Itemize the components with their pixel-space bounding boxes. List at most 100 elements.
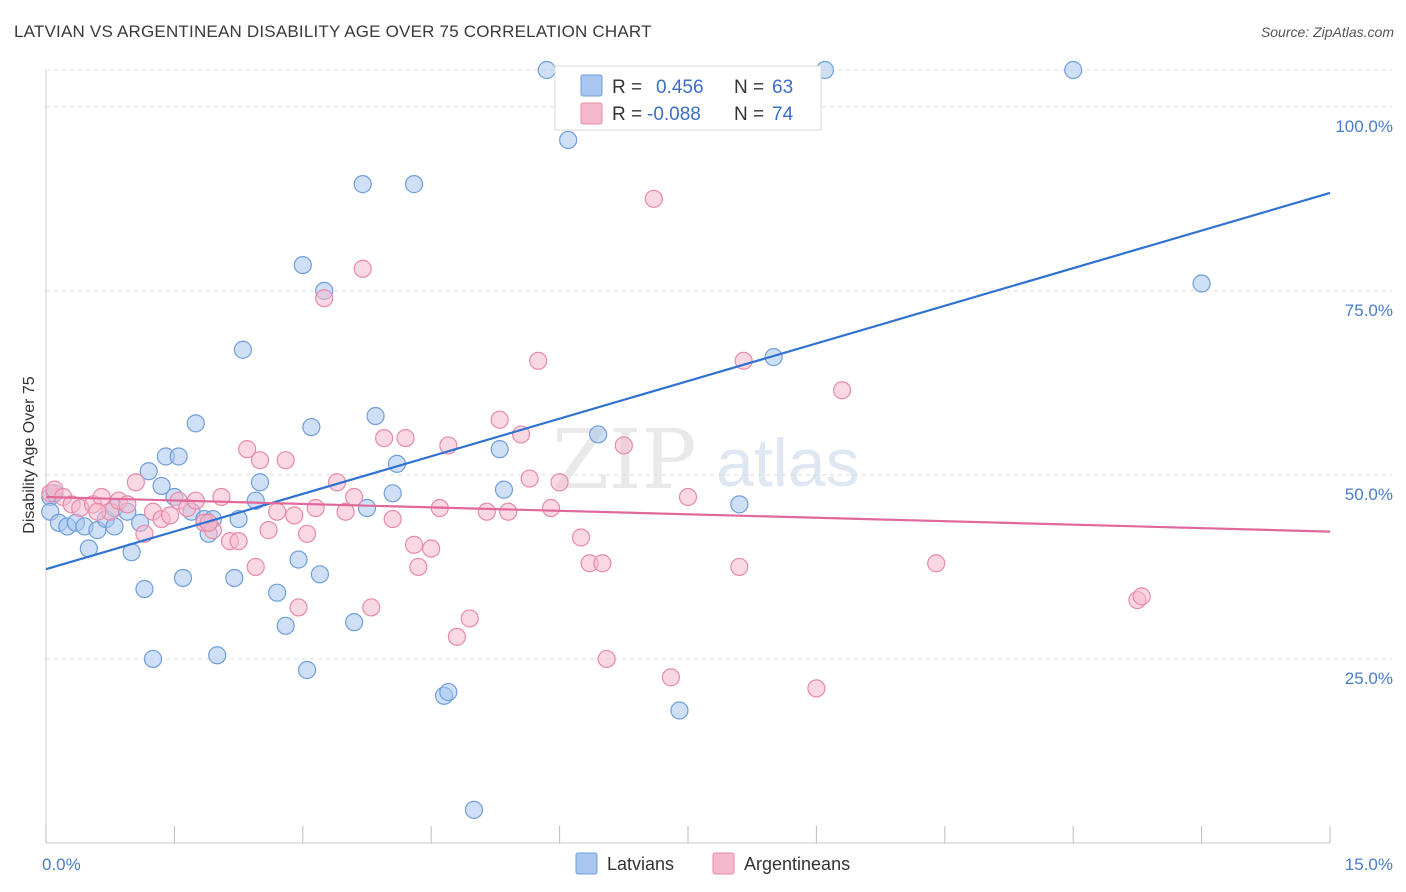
legend-n-value-2: 74 [772, 104, 794, 125]
argentinean-point [336, 502, 355, 521]
argentinean-point [593, 554, 612, 573]
latvian-point [293, 255, 312, 275]
latvian-point [310, 565, 330, 584]
legend-swatch-argentineans [580, 102, 603, 125]
latvian-point [208, 646, 227, 665]
argentinean-point [661, 668, 680, 687]
latvian-point [1064, 60, 1083, 80]
source-label: Source: ZipAtlas.com [1260, 24, 1394, 40]
argentinean-point [730, 557, 749, 577]
legend-n-label-1: N = [734, 77, 764, 98]
argentinean-point [644, 189, 663, 208]
legend-n-value-1: 63 [772, 77, 793, 98]
argentineans-trend-line [45, 495, 1331, 533]
argentinean-point [362, 598, 381, 617]
y-tick-label: 100.0% [1335, 117, 1393, 136]
latvian-point [490, 440, 509, 459]
latvian-point [589, 425, 608, 444]
legend-r-label-1: R = [612, 77, 642, 98]
argentinean-point [807, 679, 826, 698]
latvian-point [233, 340, 252, 359]
argentinean-point [289, 598, 308, 617]
latvian-point [289, 550, 308, 569]
legend-r-value-1: 0.456 [656, 77, 704, 98]
argentinean-point [927, 554, 946, 573]
argentinean-point [375, 428, 394, 448]
latvian-point [353, 175, 372, 194]
latvian-point [404, 175, 424, 194]
latvian-point [1192, 274, 1211, 293]
series-legend-label-argentineans: Argentineans [744, 854, 850, 874]
argentinean-point [250, 451, 270, 470]
argentinean-point [306, 498, 325, 518]
latvian-point [764, 348, 783, 367]
latvian-point [345, 613, 364, 632]
legend-r-value-2: -0.088 [647, 104, 701, 125]
argentinean-point [460, 609, 479, 628]
series-legend-swatch-argentineans [712, 852, 735, 875]
argentinean-point [276, 451, 295, 470]
y-axis-label: Disability Age Over 75 [21, 376, 38, 534]
argentinean-point [678, 487, 698, 507]
argentinean-point [315, 289, 334, 308]
latvian-point [152, 476, 171, 496]
legend-n-label-2: N = [734, 104, 764, 125]
latvian-point [250, 473, 270, 492]
argentinean-point [285, 506, 304, 525]
y-tick-label: 50.0% [1345, 485, 1393, 504]
latvian-point [135, 579, 154, 599]
argentinean-point [614, 436, 633, 455]
series-legend-label-latvians: Latvians [607, 854, 674, 874]
argentinean-point [268, 502, 287, 521]
argentinean-point [422, 539, 441, 558]
argentinean-point [404, 535, 424, 554]
latvians-trend-line [45, 191, 1331, 571]
latvian-point [276, 616, 295, 635]
latvian-point [730, 495, 749, 514]
latvian-point [494, 480, 514, 499]
argentinean-point [1132, 587, 1151, 606]
latvian-point [464, 800, 484, 819]
latvian-point [537, 60, 556, 80]
latvian-point [246, 491, 265, 510]
argentinean-point [409, 557, 428, 577]
y-tick-label: 75.0% [1345, 301, 1393, 320]
argentinean-point [499, 502, 518, 521]
latvian-point [143, 649, 163, 669]
argentinean-point [597, 649, 616, 669]
y-tick-label: 25.0% [1345, 669, 1393, 688]
argentinean-point [161, 506, 180, 525]
latvian-point [297, 660, 317, 680]
axes [45, 70, 1331, 844]
series-legend: Latvians Argentineans [575, 852, 850, 875]
x-tick-labels: 0.0% 15.0% [42, 855, 1393, 874]
latvian-point [225, 568, 244, 588]
argentinean-point [383, 509, 402, 529]
argentinean-point [490, 410, 509, 429]
correlation-legend: R = 0.456 N = 63 R = -0.088 N = 74 [554, 65, 822, 131]
latvian-point [383, 484, 402, 503]
trend-lines [45, 191, 1331, 571]
chart-title: LATVIAN VS ARGENTINEAN DISABILITY AGE OV… [14, 22, 652, 41]
argentinean-point [541, 498, 561, 518]
latvian-point [559, 130, 578, 150]
argentinean-point [229, 532, 248, 551]
latvian-point [439, 682, 458, 702]
latvian-point [366, 406, 385, 426]
watermark-atlas: atlas [716, 425, 860, 501]
latvian-point [169, 447, 188, 466]
x-tick-label-min: 0.0% [42, 855, 81, 874]
argentinean-point [520, 469, 539, 488]
latvian-point [268, 583, 287, 602]
argentinean-point [88, 502, 107, 521]
latvian-point [670, 701, 689, 720]
series-legend-swatch-latvians [575, 852, 598, 875]
argentinean-point [550, 473, 569, 492]
argentinean-point [238, 440, 257, 459]
latvian-point [302, 417, 321, 437]
argentinean-point [353, 259, 372, 278]
latvian-point [186, 414, 205, 433]
legend-r-label-2: R = [612, 104, 642, 125]
argentinean-point [477, 502, 496, 521]
